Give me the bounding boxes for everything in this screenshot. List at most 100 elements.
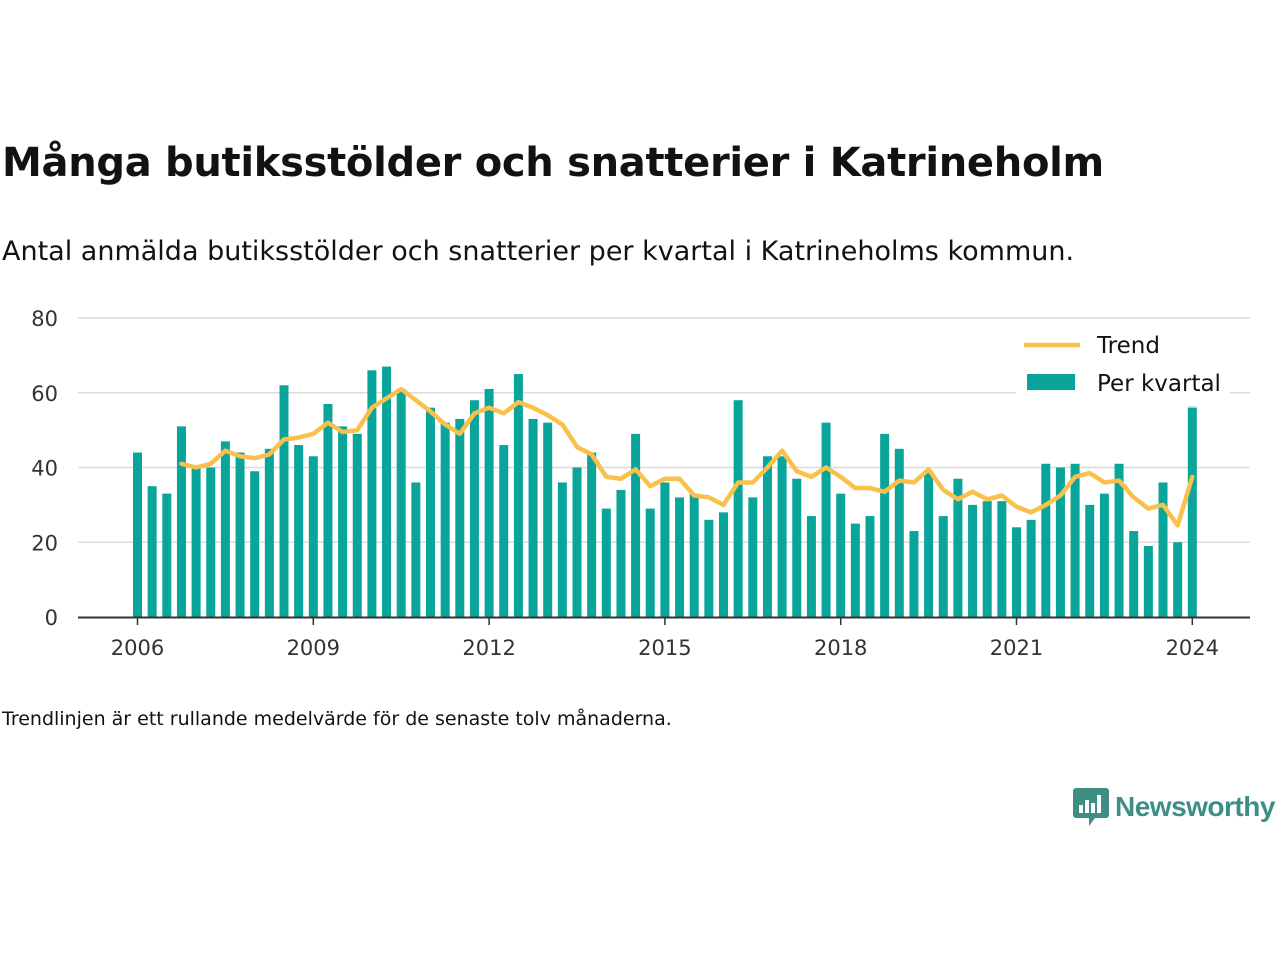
- trend-line-group: [179, 386, 1195, 528]
- bar: [777, 456, 787, 617]
- bar: [1070, 463, 1080, 617]
- bar: [1158, 482, 1168, 617]
- bar: [1129, 531, 1139, 617]
- bar: [484, 389, 494, 617]
- bar: [323, 403, 333, 617]
- bar: [587, 452, 597, 617]
- bar: [572, 467, 582, 617]
- bar: [953, 478, 963, 617]
- y-axis-ticks: 0 20 40 60 80: [31, 307, 58, 630]
- bar: [411, 482, 421, 617]
- bar: [1187, 407, 1197, 617]
- bar: [1099, 493, 1109, 617]
- y-tick-label: 60: [31, 382, 58, 406]
- bar: [1026, 519, 1036, 617]
- bar: [704, 519, 714, 617]
- y-tick-label: 40: [31, 457, 58, 481]
- bar: [367, 370, 377, 617]
- bar: [294, 445, 304, 617]
- x-tick-label: 2015: [638, 636, 691, 660]
- x-tick-label: 2024: [1166, 636, 1219, 660]
- bar-line-chart: 0 20 40 60 80 2006 2009 2012 2015 2018 2021 2024 T…: [31, 307, 1250, 660]
- legend-background: [1016, 326, 1230, 406]
- bar: [997, 501, 1007, 617]
- bar: [1041, 463, 1051, 617]
- bar: [675, 497, 685, 617]
- bar: [909, 531, 919, 617]
- bar: [806, 516, 816, 617]
- bar: [543, 422, 553, 617]
- legend: Trend Per kvartal: [1016, 326, 1230, 406]
- bar: [147, 486, 157, 617]
- bar: [1085, 504, 1095, 617]
- x-axis-ticks: 2006 2009 2012 2015 2018 2021 2024: [111, 617, 1219, 660]
- bar: [206, 467, 216, 617]
- bar: [631, 433, 641, 617]
- bar: [938, 516, 948, 617]
- bar: [191, 467, 201, 617]
- y-tick-label: 20: [31, 531, 58, 555]
- bar: [894, 448, 904, 617]
- bar: [689, 493, 699, 617]
- bar: [382, 366, 392, 617]
- x-tick-label: 2006: [111, 636, 164, 660]
- bar: [1055, 467, 1065, 617]
- bar: [235, 452, 245, 617]
- bar: [499, 445, 509, 617]
- x-tick-label: 2012: [462, 636, 515, 660]
- bar: [455, 418, 465, 617]
- x-tick-label: 2018: [814, 636, 867, 660]
- bar: [1173, 542, 1183, 617]
- bars-per-kvartal: [133, 347, 1197, 617]
- bar: [264, 448, 274, 617]
- bar: [133, 452, 142, 617]
- bar: [352, 433, 362, 617]
- y-tick-label: 0: [45, 606, 58, 630]
- x-tick-label: 2009: [287, 636, 340, 660]
- brand-name: Newsworthy: [1115, 791, 1275, 822]
- bar: [528, 418, 538, 617]
- chart-subtitle: Antal anmälda butiksstölder och snatteri…: [2, 236, 1075, 267]
- chart-footnote: Trendlinjen är ett rullande medelvärde f…: [2, 708, 672, 730]
- bar: [601, 508, 611, 617]
- bar: [982, 501, 992, 617]
- bar: [1012, 527, 1021, 617]
- y-tick-label: 80: [31, 307, 58, 331]
- bar: [469, 400, 479, 617]
- bar: [279, 385, 289, 617]
- bar: [176, 426, 186, 617]
- chart-title: Många butiksstölder och snatterier i Kat…: [2, 140, 1104, 186]
- bar: [308, 456, 318, 617]
- bar: [660, 482, 670, 617]
- bar: [616, 489, 626, 617]
- bar: [557, 482, 567, 617]
- bar: [924, 471, 934, 617]
- bar: [762, 456, 772, 617]
- bar: [836, 493, 846, 617]
- bar-chart-logo-icon: [1073, 788, 1109, 826]
- bar: [733, 400, 743, 617]
- bar: [850, 523, 860, 617]
- bar: [748, 497, 758, 617]
- bar: [821, 422, 831, 617]
- bar: [220, 441, 230, 617]
- bar: [440, 422, 450, 617]
- bar: [1143, 545, 1153, 617]
- x-tick-label: 2021: [990, 636, 1043, 660]
- bar: [792, 478, 802, 617]
- bar: [968, 504, 978, 617]
- legend-bar-swatch: [1027, 374, 1075, 390]
- bar: [396, 389, 406, 617]
- bar: [645, 508, 655, 617]
- bar: [162, 493, 172, 617]
- bar: [880, 433, 890, 617]
- bar: [250, 471, 260, 617]
- bar: [865, 516, 875, 617]
- trend-line: [179, 386, 1195, 528]
- legend-trend-label: Trend: [1096, 333, 1160, 359]
- bar: [1114, 463, 1124, 617]
- bar: [426, 407, 435, 617]
- legend-bar-label: Per kvartal: [1097, 371, 1221, 397]
- bar: [719, 512, 728, 617]
- bar: [513, 374, 523, 617]
